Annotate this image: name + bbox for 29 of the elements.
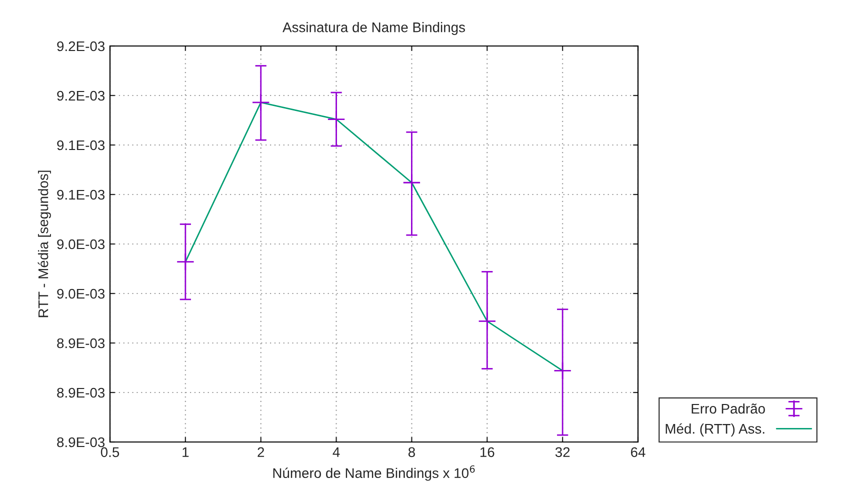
y-axis-title: RTT - Média [segundos] [38, 170, 51, 318]
y-tick-label: 8.9E-03 [57, 437, 105, 448]
y-tick-label: 9.0E-03 [57, 288, 105, 299]
y-tick-label: 9.2E-03 [57, 90, 105, 101]
y-tick-label: 9.1E-03 [57, 140, 105, 150]
y-tick-label: 9.2E-03 [57, 41, 105, 52]
y-tick-label: 8.9E-03 [57, 338, 105, 348]
chart-title: Assinatura de Name Bindings [282, 22, 465, 35]
x-tick-label: 16 [480, 447, 494, 458]
x-tick-label: 32 [555, 447, 570, 458]
legend-label: Erro Padrão [692, 403, 765, 414]
x-tick-label: 2 [258, 447, 264, 457]
y-tick-label: 9.1E-03 [57, 190, 105, 200]
x-tick-label: 1 [182, 447, 189, 457]
point [402, 174, 421, 192]
x-tick-label: 8 [408, 447, 415, 458]
x-tick-label: 64 [630, 447, 646, 458]
y-tick-label: 8.9E-03 [57, 388, 105, 398]
line-series [184, 102, 564, 372]
point [176, 252, 194, 271]
point [478, 312, 496, 330]
point [327, 110, 346, 128]
point [554, 362, 572, 380]
legend-label: Méd. (RTT) Ass. [666, 423, 764, 436]
y-tick-label: 9.0E-03 [57, 239, 105, 250]
x-axis-title: Número de Name Bindings x 10$^{6}$ [273, 465, 475, 481]
point [252, 93, 270, 112]
x-tick-label: 0.5 [100, 447, 120, 458]
x-tick-label: 4 [332, 447, 340, 457]
